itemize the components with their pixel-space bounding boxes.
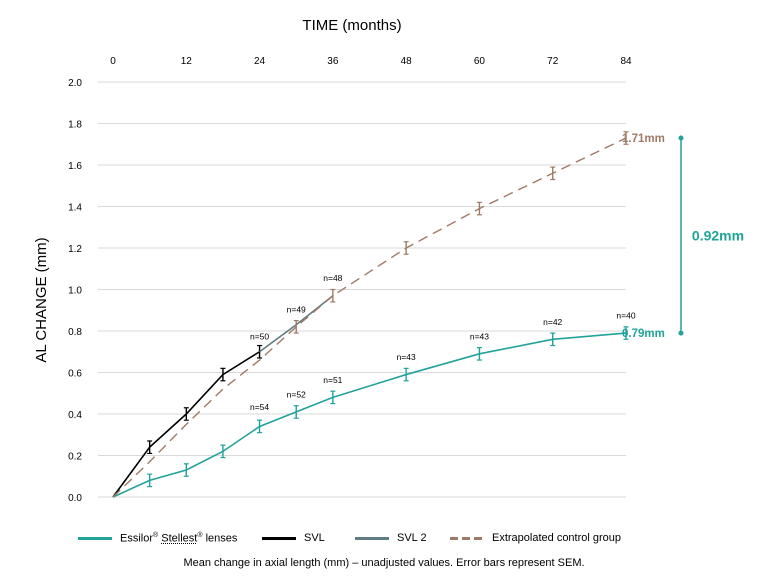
n-annotation: n=48 (323, 273, 342, 283)
series-line-0 (112, 332, 627, 498)
y-tick-label: 0.8 (68, 327, 82, 338)
x-tick-label: 60 (474, 56, 486, 67)
y-tick-label: 1.8 (68, 120, 82, 131)
x-tick-label: 84 (620, 56, 632, 67)
n-annotation: n=54 (250, 402, 269, 412)
y-tick-label: 1.0 (68, 286, 82, 297)
n-annotation: n=52 (287, 389, 306, 399)
legend-swatch-extrapolated (450, 536, 484, 540)
n-annotation: n=51 (323, 375, 342, 385)
legend-item-svl: SVL (262, 532, 325, 544)
legend-item-svl2: SVL 2 (355, 532, 427, 544)
axial-length-chart: 0.0 0.2 0.4 0.6 0.8 1.0 1.2 1.4 1.6 1.8 2.0 0 12 24 36… (33, 17, 744, 504)
x-tick-label: 24 (254, 56, 266, 67)
n-annotation: n=43 (397, 352, 416, 362)
legend-label-stellest: Essilor® Stellest® lenses (120, 532, 238, 545)
n-annotation: n=43 (470, 331, 489, 341)
n-annotation: n=42 (543, 317, 562, 327)
legend-label-svl2: SVL 2 (397, 532, 427, 544)
y-tick-label: 1.2 (68, 244, 82, 255)
y-tick-label: 1.4 (68, 203, 82, 214)
y-tick-label: 0.0 (68, 493, 82, 504)
series-line-3 (112, 137, 627, 498)
n-annotation: n=40 (616, 311, 635, 321)
y-tick-label: 2.0 (68, 78, 82, 89)
y-tick-label: 1.6 (68, 161, 82, 172)
legend-label-svl: SVL (304, 532, 325, 544)
difference-bracket-dot-top (678, 135, 684, 141)
difference-label: 0.92mm (692, 228, 744, 244)
n-annotation: n=50 (250, 331, 269, 341)
legend-item-stellest: Essilor® Stellest® lenses (78, 532, 237, 545)
x-tick-label: 72 (547, 56, 559, 67)
x-tick-label: 36 (327, 56, 339, 67)
y-tick-label: 0.2 (68, 452, 82, 463)
x-tick-label: 48 (401, 56, 413, 67)
legend-swatch-svl (262, 536, 296, 540)
legend-swatch-svl2 (355, 536, 389, 540)
legend: Essilor® Stellest® lenses SVL SVL 2 Extr… (78, 532, 678, 548)
legend-label-extrapolated: Extrapolated control group (492, 532, 622, 544)
y-tick-label: 0.4 (68, 410, 82, 421)
x-axis-title: TIME (months) (302, 17, 401, 34)
legend-item-extrapolated: Extrapolated control group (450, 532, 621, 544)
x-tick-label: 12 (181, 56, 193, 67)
difference-bracket-dot-bottom (678, 330, 684, 336)
x-tick-label: 0 (110, 56, 116, 67)
legend-swatch-stellest (78, 536, 112, 540)
n-annotation: n=49 (287, 304, 306, 314)
end-value-label-0: 1.71mm (622, 133, 665, 145)
y-tick-label: 0.6 (68, 369, 82, 380)
end-value-label-1: 0.79mm (622, 328, 665, 340)
y-axis-title: AL CHANGE (mm) (33, 237, 50, 362)
caption: Mean change in axial length (mm) – unadj… (183, 557, 585, 569)
